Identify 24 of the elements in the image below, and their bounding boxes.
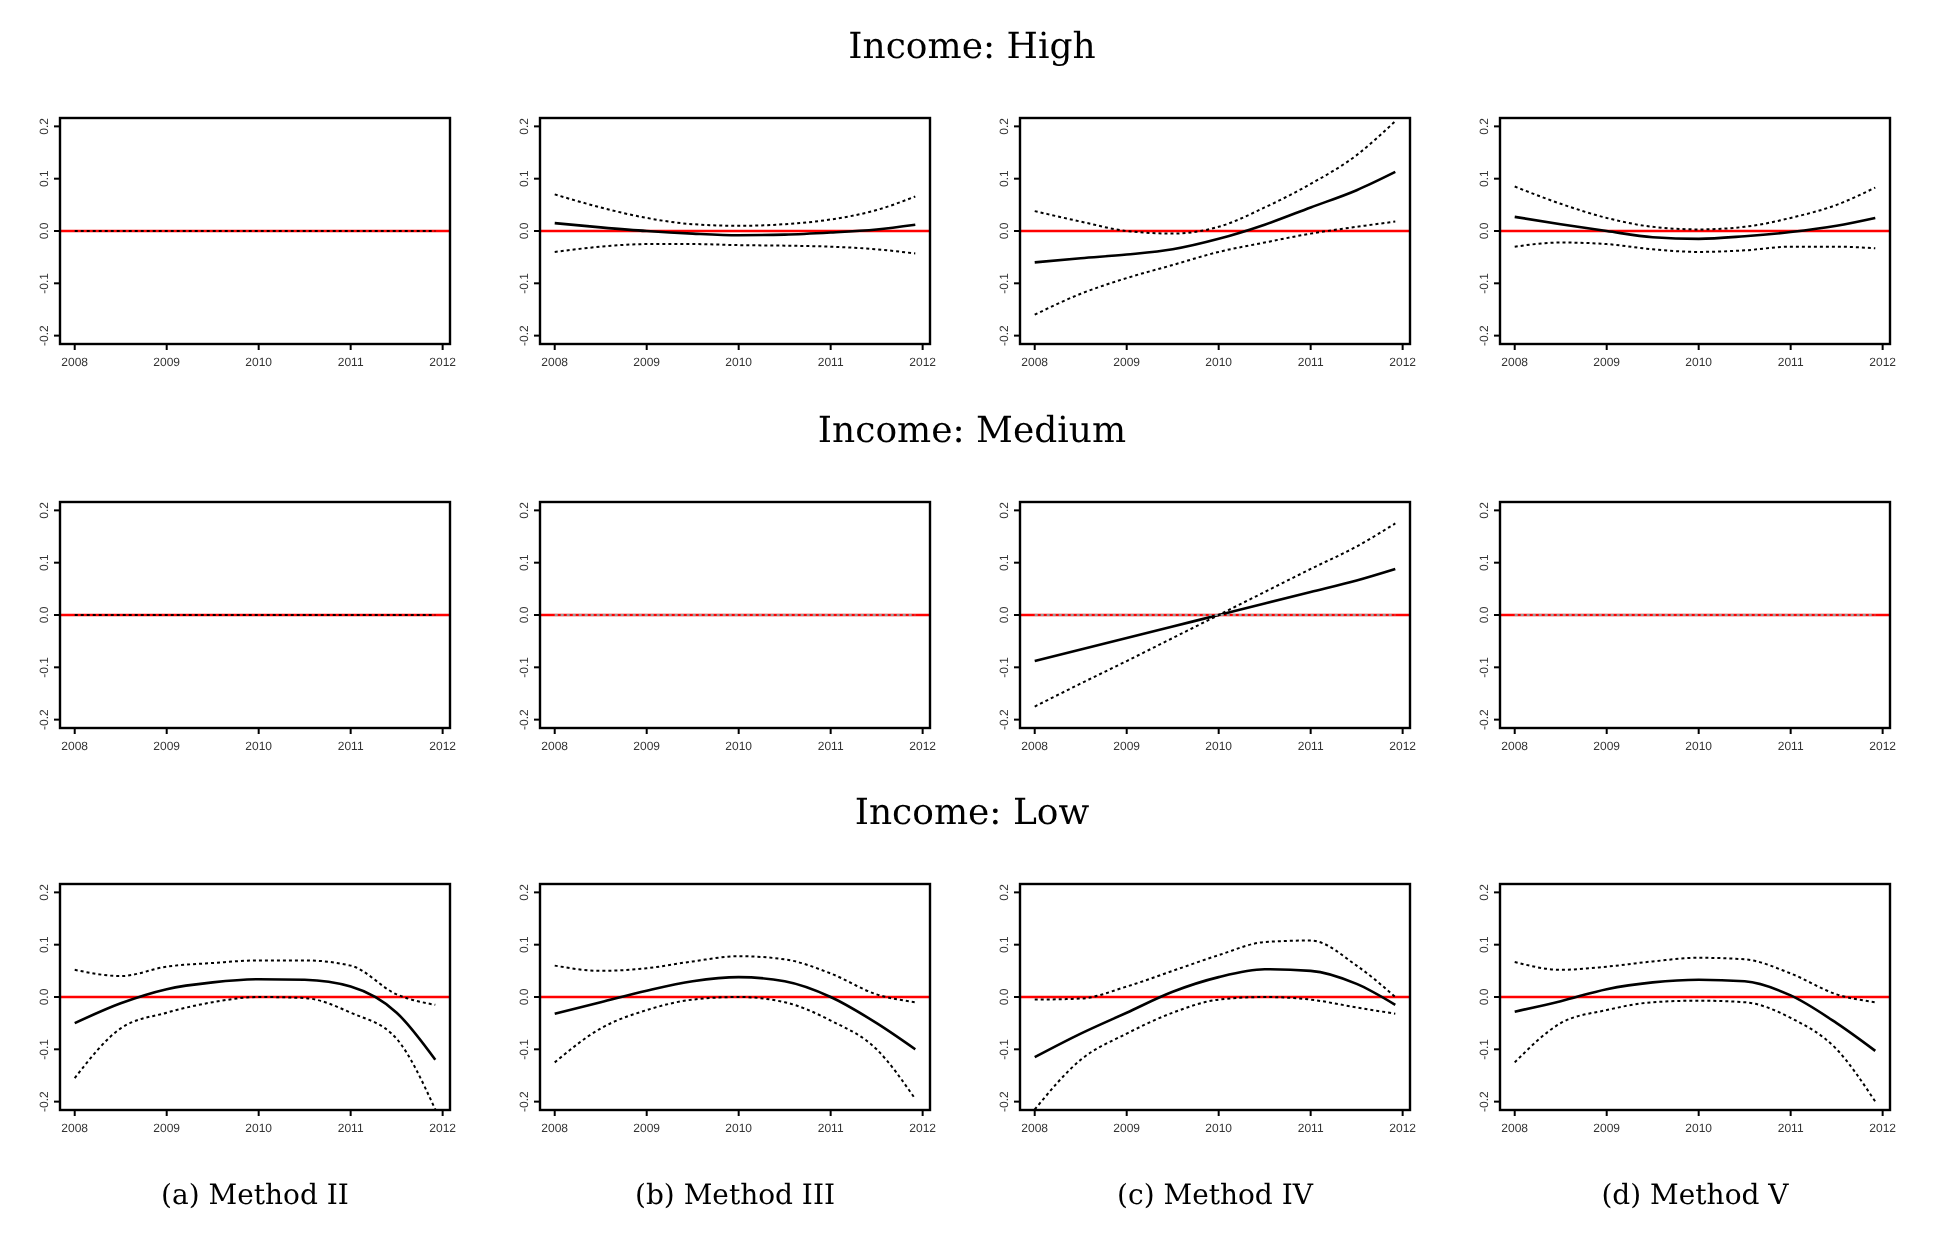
line-series (553, 193, 917, 227)
x-axis-title: (c) Method IV (1117, 1180, 1315, 1212)
line-series (73, 959, 437, 1006)
line-series (1033, 967, 1397, 1059)
line-series (1513, 999, 1877, 1103)
line-series (553, 996, 917, 1101)
line-series (1033, 170, 1397, 264)
line-series (1513, 185, 1877, 231)
x-axis-title: (d) Method V (1601, 1180, 1791, 1212)
line-series (1033, 522, 1397, 708)
line-series (553, 221, 917, 237)
line-series (1033, 939, 1397, 1001)
line-series (1513, 956, 1877, 1004)
line-series (553, 955, 917, 1004)
line-series (73, 977, 437, 1062)
line-series (1513, 215, 1877, 241)
text: Income: High (848, 26, 1097, 68)
text: Income: Low (854, 792, 1091, 834)
line-series (1513, 978, 1877, 1053)
x-axis-title: (b) Method III (634, 1180, 836, 1212)
line-series (553, 975, 917, 1051)
line-series (1033, 220, 1397, 316)
text: Income: Medium (817, 410, 1127, 452)
x-axis-title: (a) Method II (161, 1180, 349, 1212)
